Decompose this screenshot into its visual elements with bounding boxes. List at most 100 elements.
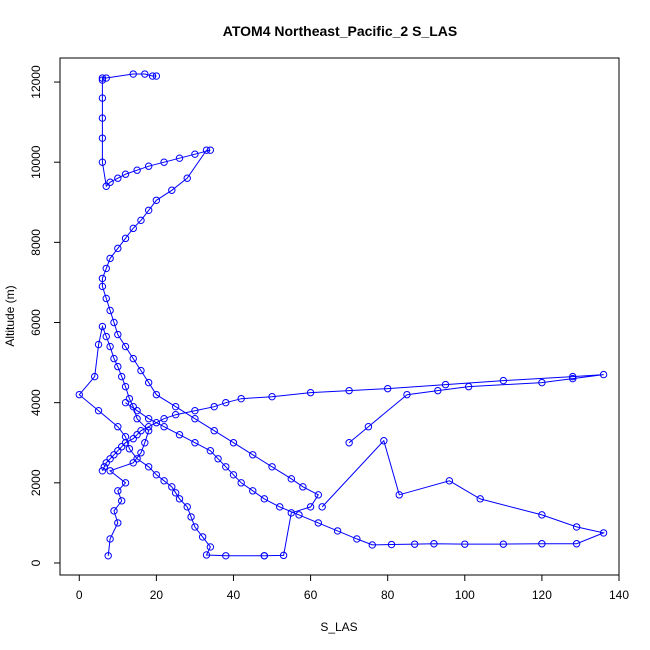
data-point [434,386,442,395]
data-point [222,463,230,471]
data-point [206,146,215,154]
x-tick-label: 100 [455,588,475,602]
data-point [94,406,103,415]
data-point [114,487,122,495]
y-tick-label: 0 [29,559,43,566]
data-point [191,414,199,423]
plot-frame [59,57,620,576]
data-point [314,519,322,527]
data-point [98,114,107,122]
data-point [299,483,307,491]
data-point [202,146,211,154]
data-point [98,76,107,84]
data-point [395,491,403,499]
series-3 [98,370,608,475]
data-point [98,94,107,102]
data-point [129,402,137,411]
data-point [114,330,122,339]
data-point [137,216,145,225]
data-point [121,479,130,487]
data-point [90,372,99,381]
data-point [306,388,315,397]
data-point [133,414,141,423]
data-point [380,437,388,445]
data-point [106,467,114,475]
data-point [168,186,176,194]
x-tick-label: 0 [76,588,83,602]
x-tick-label: 60 [304,588,318,602]
data-point [141,439,149,447]
data-point [572,523,581,531]
data-point [345,439,353,447]
data-point [102,264,110,273]
data-point [110,318,118,327]
y-tick-label: 4000 [29,389,43,416]
data-point [106,254,114,263]
data-point [214,455,222,463]
data-point [364,423,373,431]
data-point [268,392,276,401]
data-point [276,503,284,511]
data-point [129,70,137,78]
data-point [572,540,581,548]
data-point [104,552,112,560]
data-point [306,503,315,511]
data-point [114,447,122,455]
data-point [368,541,376,549]
data-point [121,382,130,391]
data-point [144,423,153,431]
data-point [125,394,134,403]
chart-title: ATOM4 Northeast_Pacific_2 S_LAS [223,23,457,39]
data-point [114,244,122,253]
data-point [106,535,114,543]
data-point [538,540,546,548]
y-tick-label: 10000 [29,145,43,179]
series-0 [75,322,269,560]
series-line [78,324,265,557]
data-point [175,154,184,162]
data-point [171,410,180,419]
data-point [237,394,245,403]
x-tick-label: 40 [227,588,241,602]
data-point [445,477,454,485]
data-point [175,431,184,439]
data-point [129,435,137,443]
data-point [430,540,438,548]
data-point [160,423,168,431]
data-point [152,419,161,427]
data-point [144,427,153,435]
data-point [144,206,153,214]
data-point [114,362,122,371]
data-point [121,234,130,243]
data-point [75,390,83,399]
data-point [98,282,107,291]
x-tick-label: 80 [381,588,395,602]
data-point [345,386,353,395]
data-point [110,507,118,515]
data-point [137,427,145,435]
series-line [101,374,604,472]
data-point [129,224,137,233]
data-point [191,406,199,415]
data-point [191,523,199,531]
data-point [152,72,161,80]
y-axis: 0 2000 4000 6000 8000 10000 12000 [29,65,61,566]
data-point [160,158,168,166]
data-point [114,174,122,182]
data-point [168,483,176,491]
data-point [117,372,126,381]
data-point [383,384,392,393]
x-axis: 0 20 40 60 80 100 120 140 [76,574,629,602]
data-point [117,497,126,505]
data-point [160,414,168,423]
data-point [387,540,396,549]
data-point [117,443,126,451]
data-point [100,463,109,471]
data-point [191,150,199,158]
data-point [569,372,577,381]
data-point [121,170,130,178]
data-point [187,513,195,521]
data-point [599,529,608,537]
